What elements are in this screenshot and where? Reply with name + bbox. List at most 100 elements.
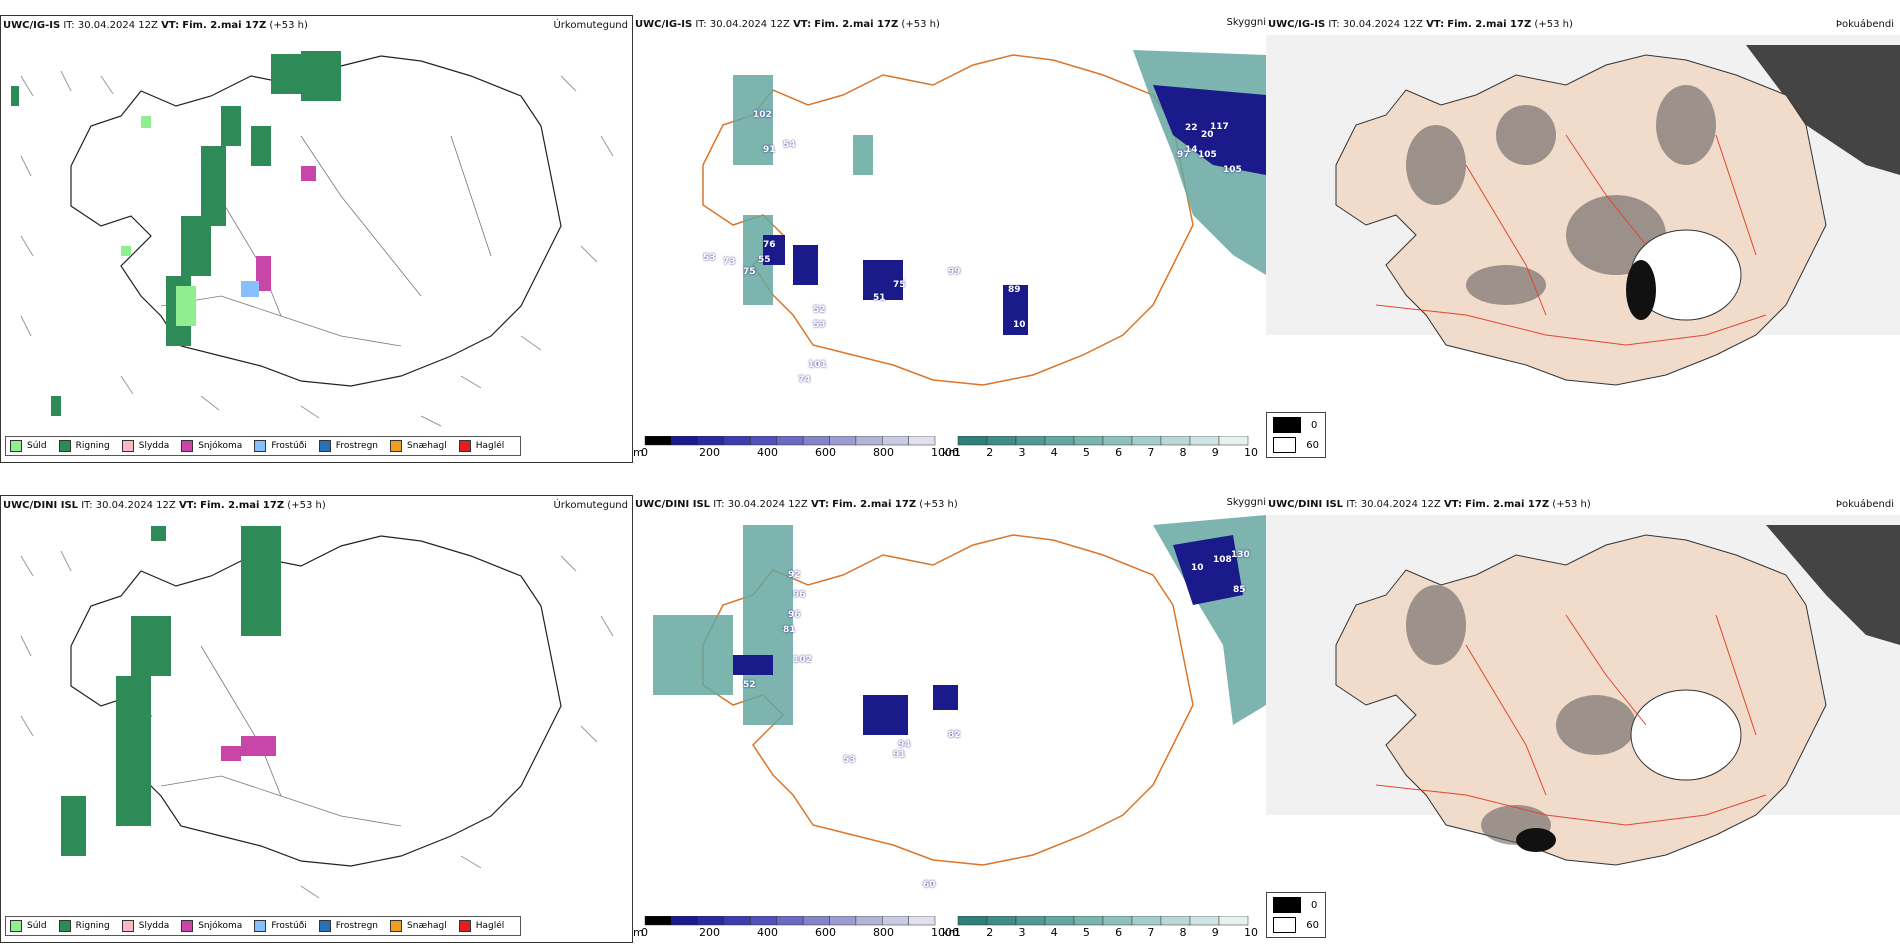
legend-item: Frostúði bbox=[254, 920, 307, 932]
legend-swatch bbox=[10, 920, 22, 932]
colorbar-segment bbox=[1218, 916, 1249, 926]
visibility-label: 105 bbox=[1223, 165, 1242, 175]
colorbar-segment bbox=[908, 436, 936, 446]
iceland-coastline bbox=[702, 534, 1194, 866]
visibility-label: 22 bbox=[1185, 123, 1198, 133]
dark-blue-visibility bbox=[763, 85, 1266, 335]
colorbar-tick-label: 5 bbox=[1082, 446, 1090, 459]
road-network bbox=[1375, 134, 1767, 346]
visibility-label: 102 bbox=[793, 655, 812, 665]
colorbar-tick-label: 400 bbox=[757, 926, 778, 939]
visibility-label: 53 bbox=[843, 755, 856, 765]
visibility-panel-2: UWC/DINI ISL IT: 30.04.2024 12Z VT: Fim.… bbox=[633, 495, 1266, 943]
visibility-label: 76 bbox=[763, 240, 776, 250]
visibility-label: 99 bbox=[948, 267, 961, 277]
legend-item: Rigning bbox=[58, 440, 110, 452]
fog-panel-1: UWC/IG-IS IT: 30.04.2024 12Z VT: Fim. 2.… bbox=[1266, 15, 1900, 463]
fog-legend-item: 60 bbox=[1273, 917, 1319, 933]
fog-shading bbox=[1406, 85, 1716, 305]
colorbar-segment bbox=[802, 436, 830, 446]
colorbar-tick-label: 800 bbox=[873, 446, 894, 459]
colorbar-tick-label: 600 bbox=[815, 446, 836, 459]
visibility-map bbox=[653, 515, 1266, 866]
panel-header: UWC/IG-IS IT: 30.04.2024 12Z VT: Fim. 2.… bbox=[1268, 19, 1573, 30]
colorbar-tick-label: 10 bbox=[1244, 446, 1258, 459]
visibility-label: 52 bbox=[743, 680, 756, 690]
colorbar-segment bbox=[1073, 436, 1104, 446]
legend-swatch bbox=[318, 440, 331, 452]
visibility-label: 89 bbox=[1008, 285, 1021, 295]
visibility-label: 82 bbox=[948, 730, 961, 740]
colorbar-tick-label: 8 bbox=[1179, 446, 1187, 459]
colorbar-segment bbox=[802, 916, 830, 926]
dark-blue-visibility bbox=[733, 535, 1243, 735]
colorbar-segment bbox=[986, 436, 1017, 446]
colorbar-segment bbox=[1218, 436, 1249, 446]
colorbar-segment bbox=[908, 916, 936, 926]
visibility-panel-1: UWC/IG-IS IT: 30.04.2024 12Z VT: Fim. 2.… bbox=[633, 15, 1266, 463]
visibility-label: 53 bbox=[813, 320, 826, 330]
km-colorbar-2: km 1 2 3 4 5 6 7 8 9 10 bbox=[942, 916, 1262, 939]
visibility-label: 10 bbox=[1191, 563, 1204, 573]
panel-title: Skyggni bbox=[1226, 497, 1266, 508]
colorbar-segment bbox=[1189, 916, 1220, 926]
snow-areas bbox=[256, 166, 316, 291]
colorbar-tick-label: 0 bbox=[641, 926, 648, 939]
visibility-label: 91 bbox=[893, 750, 906, 760]
colorbar-segment bbox=[829, 436, 857, 446]
colorbar-segment bbox=[855, 916, 883, 926]
legend-item: Frostregn bbox=[318, 440, 378, 452]
legend-item: Haglél bbox=[458, 920, 504, 932]
km-colorbar-svg bbox=[957, 916, 1249, 926]
colorbar-segment bbox=[957, 436, 988, 446]
colorbar-tick-label: 2 bbox=[986, 446, 994, 459]
precip-type-legend: Súld Rigning Slydda Snjókoma Frostúði Fr… bbox=[5, 436, 522, 456]
wind-barbs bbox=[20, 550, 614, 899]
glacier-clear bbox=[1630, 689, 1742, 781]
colorbar-tick-label: 4 bbox=[1050, 926, 1058, 939]
legend-swatch bbox=[390, 920, 403, 932]
visibility-label: 75 bbox=[893, 280, 906, 290]
altitude-colorbar-2: m 0 200 400 600 800 1000 bbox=[633, 916, 959, 939]
ocean-fog bbox=[1766, 525, 1900, 645]
visibility-label: 117 bbox=[1210, 122, 1229, 132]
legend-item: Frostregn bbox=[318, 920, 378, 932]
altitude-colorbar-svg bbox=[644, 916, 936, 926]
legend-item: Súld bbox=[10, 440, 47, 452]
visibility-label: 96 bbox=[788, 610, 801, 620]
visibility-label: 73 bbox=[723, 257, 736, 267]
rain-areas bbox=[61, 526, 281, 856]
visibility-label: 75 bbox=[743, 267, 756, 277]
colorbar-segment bbox=[671, 916, 698, 926]
visibility-label: 14 bbox=[1185, 145, 1198, 155]
panel-title: Úrkomutegund bbox=[553, 500, 628, 511]
legend-item: Slydda bbox=[121, 440, 169, 452]
fog-swatch bbox=[1273, 897, 1301, 913]
precip-type-legend: Súld Rigning Slydda Snjókoma Frostúði Fr… bbox=[5, 916, 522, 936]
colorbar-tick-label: 600 bbox=[815, 926, 836, 939]
colorbar-tick-label: 7 bbox=[1147, 926, 1155, 939]
legend-item: Rigning bbox=[58, 920, 110, 932]
visibility-label: 96 bbox=[793, 590, 806, 600]
colorbar-segment bbox=[697, 436, 725, 446]
glacier-dark bbox=[1516, 828, 1556, 852]
colorbar-segment bbox=[1044, 916, 1075, 926]
legend-item: Súld bbox=[10, 920, 47, 932]
fog-swatch bbox=[1273, 917, 1297, 933]
colorbar-tick-label: 3 bbox=[1018, 446, 1026, 459]
legend-swatch bbox=[58, 920, 71, 932]
visibility-label: 10 bbox=[1013, 320, 1026, 330]
legend-swatch bbox=[181, 440, 194, 452]
m-unit-label: m bbox=[633, 446, 644, 459]
colorbar-tick-label: 6 bbox=[1115, 446, 1123, 459]
colorbar-segment bbox=[986, 916, 1017, 926]
colorbar-segment bbox=[1131, 916, 1162, 926]
visibility-label: 55 bbox=[758, 255, 771, 265]
visibility-label: 81 bbox=[783, 625, 796, 635]
visibility-label: 94 bbox=[898, 740, 911, 750]
legend-swatch bbox=[58, 440, 71, 452]
visibility-label: 102 bbox=[753, 110, 772, 120]
fog-legend-2: 0 60 bbox=[1266, 892, 1326, 938]
visibility-label: 130 bbox=[1231, 550, 1250, 560]
colorbar-segment bbox=[957, 916, 988, 926]
